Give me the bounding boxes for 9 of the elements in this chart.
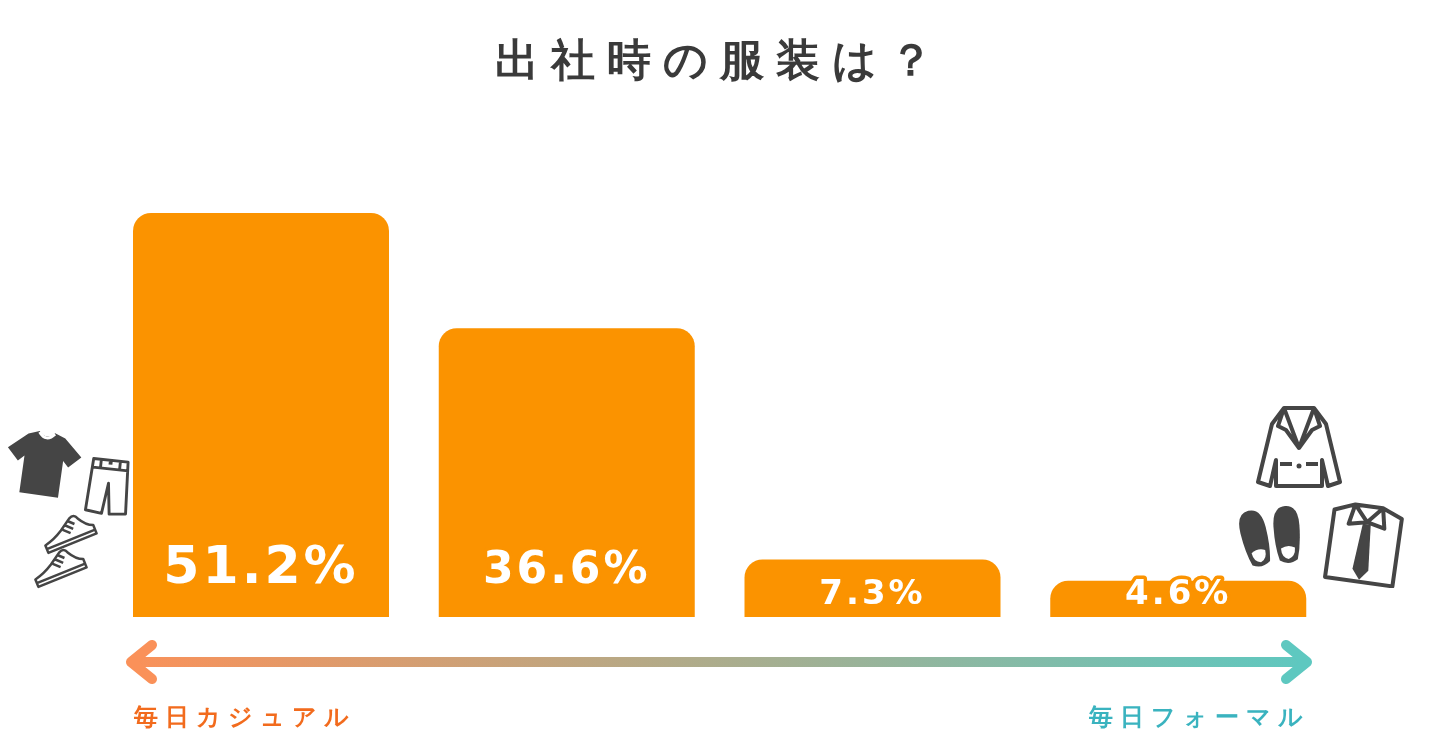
data-label: 7.3% bbox=[819, 572, 926, 612]
bar bbox=[438, 328, 695, 617]
text: 毎日フォーマル bbox=[1089, 702, 1310, 733]
data-label: 36.6% bbox=[482, 542, 651, 593]
data-label: 4.6% bbox=[1125, 572, 1232, 612]
text: 毎日カジュアル bbox=[134, 702, 356, 733]
data-label: 51.2% bbox=[163, 535, 359, 595]
bar bbox=[133, 213, 389, 617]
chart-title: 出社時の服装は？ bbox=[494, 33, 946, 87]
